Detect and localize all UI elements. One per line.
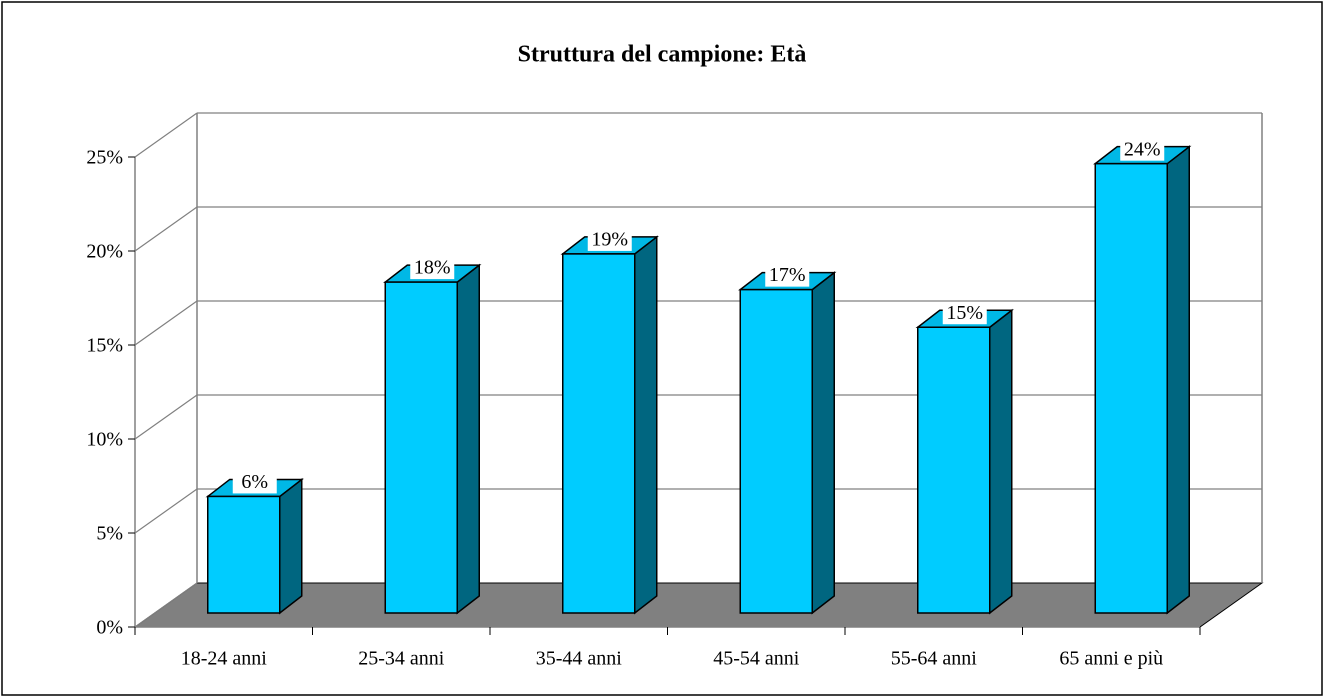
bar bbox=[562, 253, 636, 614]
bar-side bbox=[456, 263, 480, 615]
bar-side bbox=[634, 235, 658, 615]
data-label-bg bbox=[587, 228, 632, 251]
bar bbox=[917, 326, 991, 614]
bar-side bbox=[811, 271, 835, 615]
data-label: 24% bbox=[1124, 138, 1161, 160]
grid-line-side bbox=[134, 206, 198, 252]
x-tick-label: 45-54 anni bbox=[713, 648, 800, 670]
bar-side bbox=[1166, 145, 1190, 615]
x-tick-label: 55-64 anni bbox=[891, 648, 978, 670]
data-label: 19% bbox=[591, 229, 628, 251]
bar bbox=[207, 495, 281, 614]
bar bbox=[1094, 162, 1168, 614]
data-label: 17% bbox=[769, 264, 806, 286]
y-tick-label: 25% bbox=[86, 147, 123, 169]
data-label-bg bbox=[232, 471, 277, 494]
x-tick-label: 65 anni e più bbox=[1059, 648, 1163, 670]
data-label-bg bbox=[765, 264, 810, 287]
grid-line-side bbox=[134, 300, 198, 346]
data-label: 15% bbox=[946, 302, 983, 324]
data-label-bg bbox=[942, 302, 987, 325]
data-label-bg bbox=[1120, 138, 1165, 161]
grid-line-side bbox=[134, 112, 198, 158]
grid-line-side bbox=[134, 488, 198, 534]
y-tick-label: 10% bbox=[86, 429, 123, 451]
y-tick-label: 20% bbox=[86, 241, 123, 263]
x-tick-label: 25-34 anni bbox=[358, 648, 445, 670]
y-tick-label: 15% bbox=[86, 335, 123, 357]
bar-side bbox=[989, 308, 1013, 615]
y-tick-label: 0% bbox=[96, 617, 123, 639]
grid-line-side bbox=[134, 394, 198, 440]
bar bbox=[384, 281, 458, 614]
bar-side bbox=[279, 477, 303, 615]
data-label: 6% bbox=[241, 471, 268, 493]
grid-line-side bbox=[134, 582, 198, 628]
y-tick-label: 5% bbox=[96, 523, 123, 545]
x-tick-label: 35-44 anni bbox=[536, 648, 623, 670]
data-label-bg bbox=[410, 257, 455, 280]
bar bbox=[739, 288, 813, 614]
data-label: 18% bbox=[414, 257, 451, 279]
chart-title: Struttura del campione: Età bbox=[518, 42, 807, 68]
floor bbox=[133, 582, 1264, 628]
x-tick-label: 18-24 anni bbox=[181, 648, 268, 670]
